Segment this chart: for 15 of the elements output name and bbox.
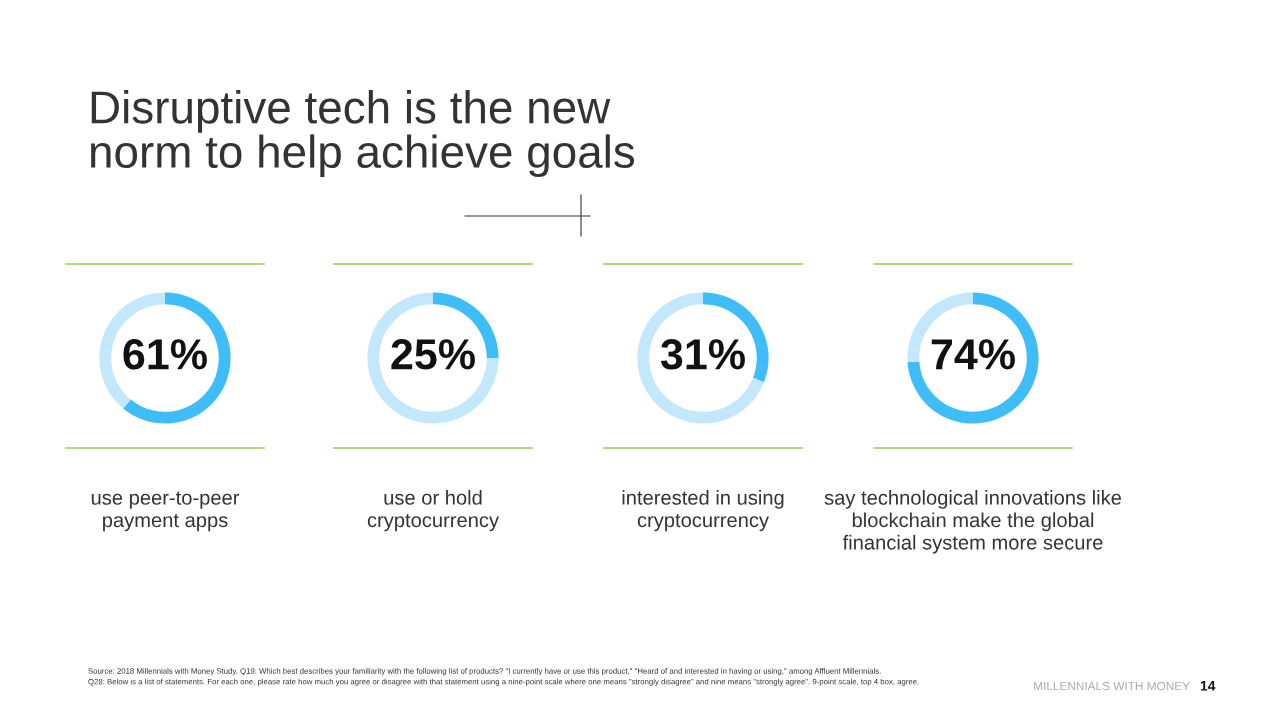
text: use peer-to-peer payment apps <box>91 491 240 532</box>
data-label: 61% <box>123 339 207 370</box>
donut-slice <box>123 292 231 424</box>
text: interested in using cryptocurrency <box>622 490 784 532</box>
text: use or hold cryptocurrency <box>367 490 499 532</box>
text: Disruptive tech is the new norm to help achieve goals <box>91 90 635 178</box>
donut-slice <box>637 292 764 424</box>
text: 14 <box>1200 681 1216 691</box>
data-label: 25% <box>391 339 475 370</box>
data-label: 31% <box>660 339 745 370</box>
text: MILLENNIALS WITH MONEY <box>1034 681 1190 691</box>
data-label: 74% <box>931 339 1015 370</box>
donut-slice <box>367 292 499 424</box>
text: say technological innovations like blockchain make the global financial system more secure <box>824 490 1122 554</box>
donut-slice <box>907 292 1039 424</box>
